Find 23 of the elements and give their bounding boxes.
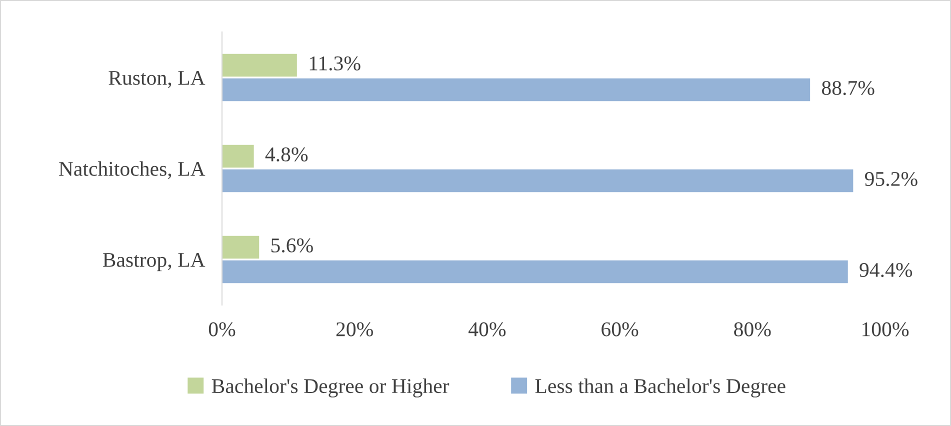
data-label: 11.3% bbox=[310, 56, 360, 71]
bar bbox=[222, 260, 848, 284]
y-tick-label: Ruston, LA bbox=[108, 70, 206, 88]
bar bbox=[222, 144, 254, 168]
x-tick-label: 0% bbox=[208, 322, 236, 336]
data-label: 94.4% bbox=[860, 262, 912, 278]
bar bbox=[222, 236, 260, 259]
x-tick-label: 20% bbox=[336, 322, 373, 336]
x-tick-label: 100% bbox=[862, 322, 909, 336]
x-tick-label: 40% bbox=[468, 322, 506, 336]
bar bbox=[222, 169, 854, 192]
bar bbox=[222, 78, 810, 102]
x-tick-label: 80% bbox=[734, 322, 771, 336]
bar bbox=[222, 54, 297, 77]
legend-label: Less than a Bachelor's Degree bbox=[535, 378, 786, 398]
legend-label: Bachelor's Degree or Higher bbox=[212, 378, 450, 398]
data-label: 4.8% bbox=[265, 147, 308, 162]
data-label: 88.7% bbox=[822, 80, 874, 96]
y-tick-label: Bastrop, LA bbox=[102, 252, 206, 272]
y-tick-label: Natchitoches, LA bbox=[58, 161, 206, 179]
data-label: 5.6% bbox=[271, 238, 313, 253]
x-tick-label: 60% bbox=[602, 322, 638, 336]
data-label: 95.2% bbox=[864, 172, 918, 186]
